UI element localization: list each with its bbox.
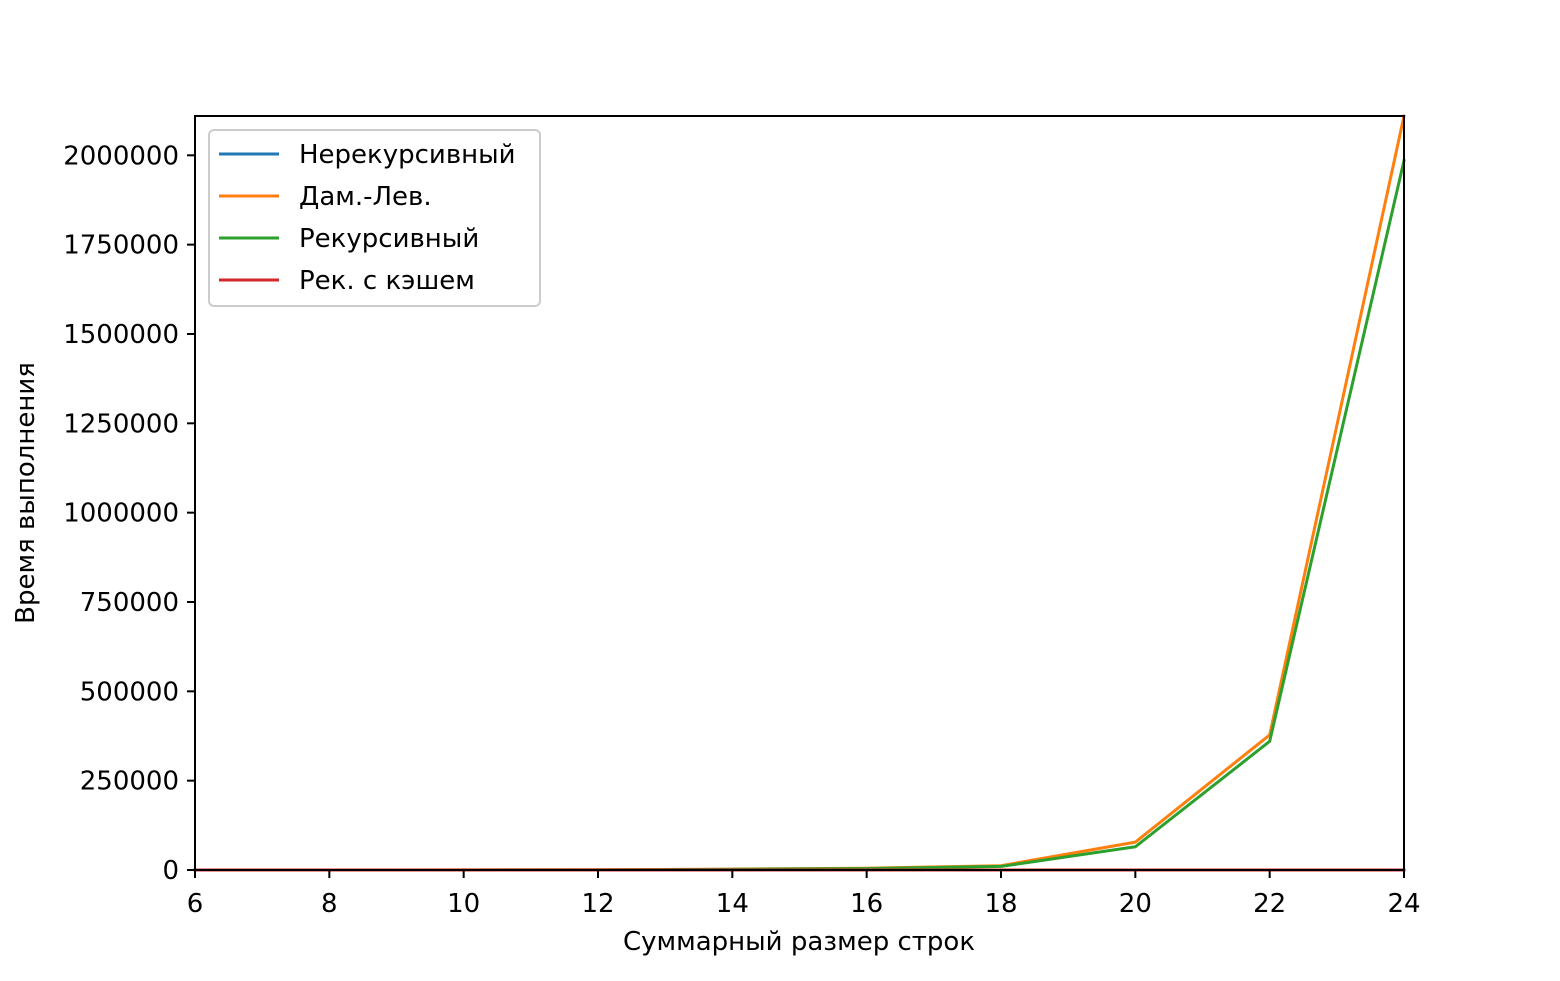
legend-label: Нерекурсивный [299,140,516,170]
x-tick-label: 8 [321,889,338,919]
x-tick-label: 18 [984,889,1017,919]
y-tick-label: 1000000 [63,499,179,529]
y-tick-label: 0 [162,856,179,886]
y-axis-ticks: 0 250000 500000 750000 1000000 1250000 1500000… [63,141,195,886]
x-axis-label: Суммарный размер строк [623,927,975,957]
y-tick-label: 1750000 [63,231,179,261]
x-tick-label: 12 [581,889,614,919]
x-tick-label: 10 [447,889,480,919]
series-3-point [1134,845,1137,848]
x-tick-label: 16 [850,889,883,919]
x-tick-label: 20 [1119,889,1152,919]
series-2-point [1134,841,1137,844]
legend-label: Рекурсивный [299,224,479,254]
legend-label: Дам.-Лев. [299,182,432,212]
y-tick-label: 1500000 [63,320,179,350]
x-tick-label: 14 [716,889,749,919]
series-3-point [1000,865,1003,868]
y-tick-label: 750000 [80,588,179,618]
y-tick-label: 250000 [80,767,179,797]
x-tick-label: 6 [187,889,204,919]
y-tick-label: 500000 [80,677,179,707]
x-tick-label: 22 [1253,889,1286,919]
series-3-point [1268,740,1271,743]
legend: Нерекурсивный Дам.-Лев. Рекурсивный Рек. с … [209,130,540,306]
x-tick-label: 24 [1387,889,1420,919]
y-axis-label: Время выполнения [11,362,41,624]
legend-label: Рек. с кэшем [299,266,475,296]
y-tick-label: 1250000 [63,409,179,439]
y-tick-label: 2000000 [63,141,179,171]
